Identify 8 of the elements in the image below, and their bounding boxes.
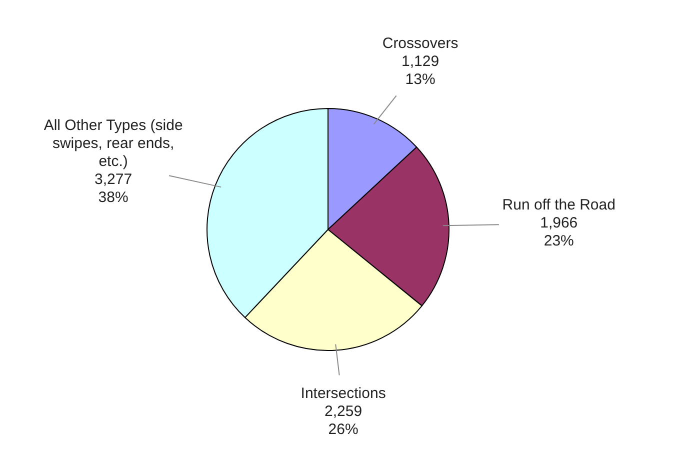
data-label: 1,966 23% [540,214,578,250]
slice-label: Run off the Road [502,196,616,214]
data-label: 1,129 13% [402,52,440,88]
data-label: 3,277 38% [94,171,132,206]
slice-label: Crossovers [382,34,458,52]
slice-label: All Other Types (side swipes, rear ends, etc.) [44,117,183,170]
data-label: 2,259 26% [324,403,362,438]
slice-label: Intersections [300,385,386,402]
